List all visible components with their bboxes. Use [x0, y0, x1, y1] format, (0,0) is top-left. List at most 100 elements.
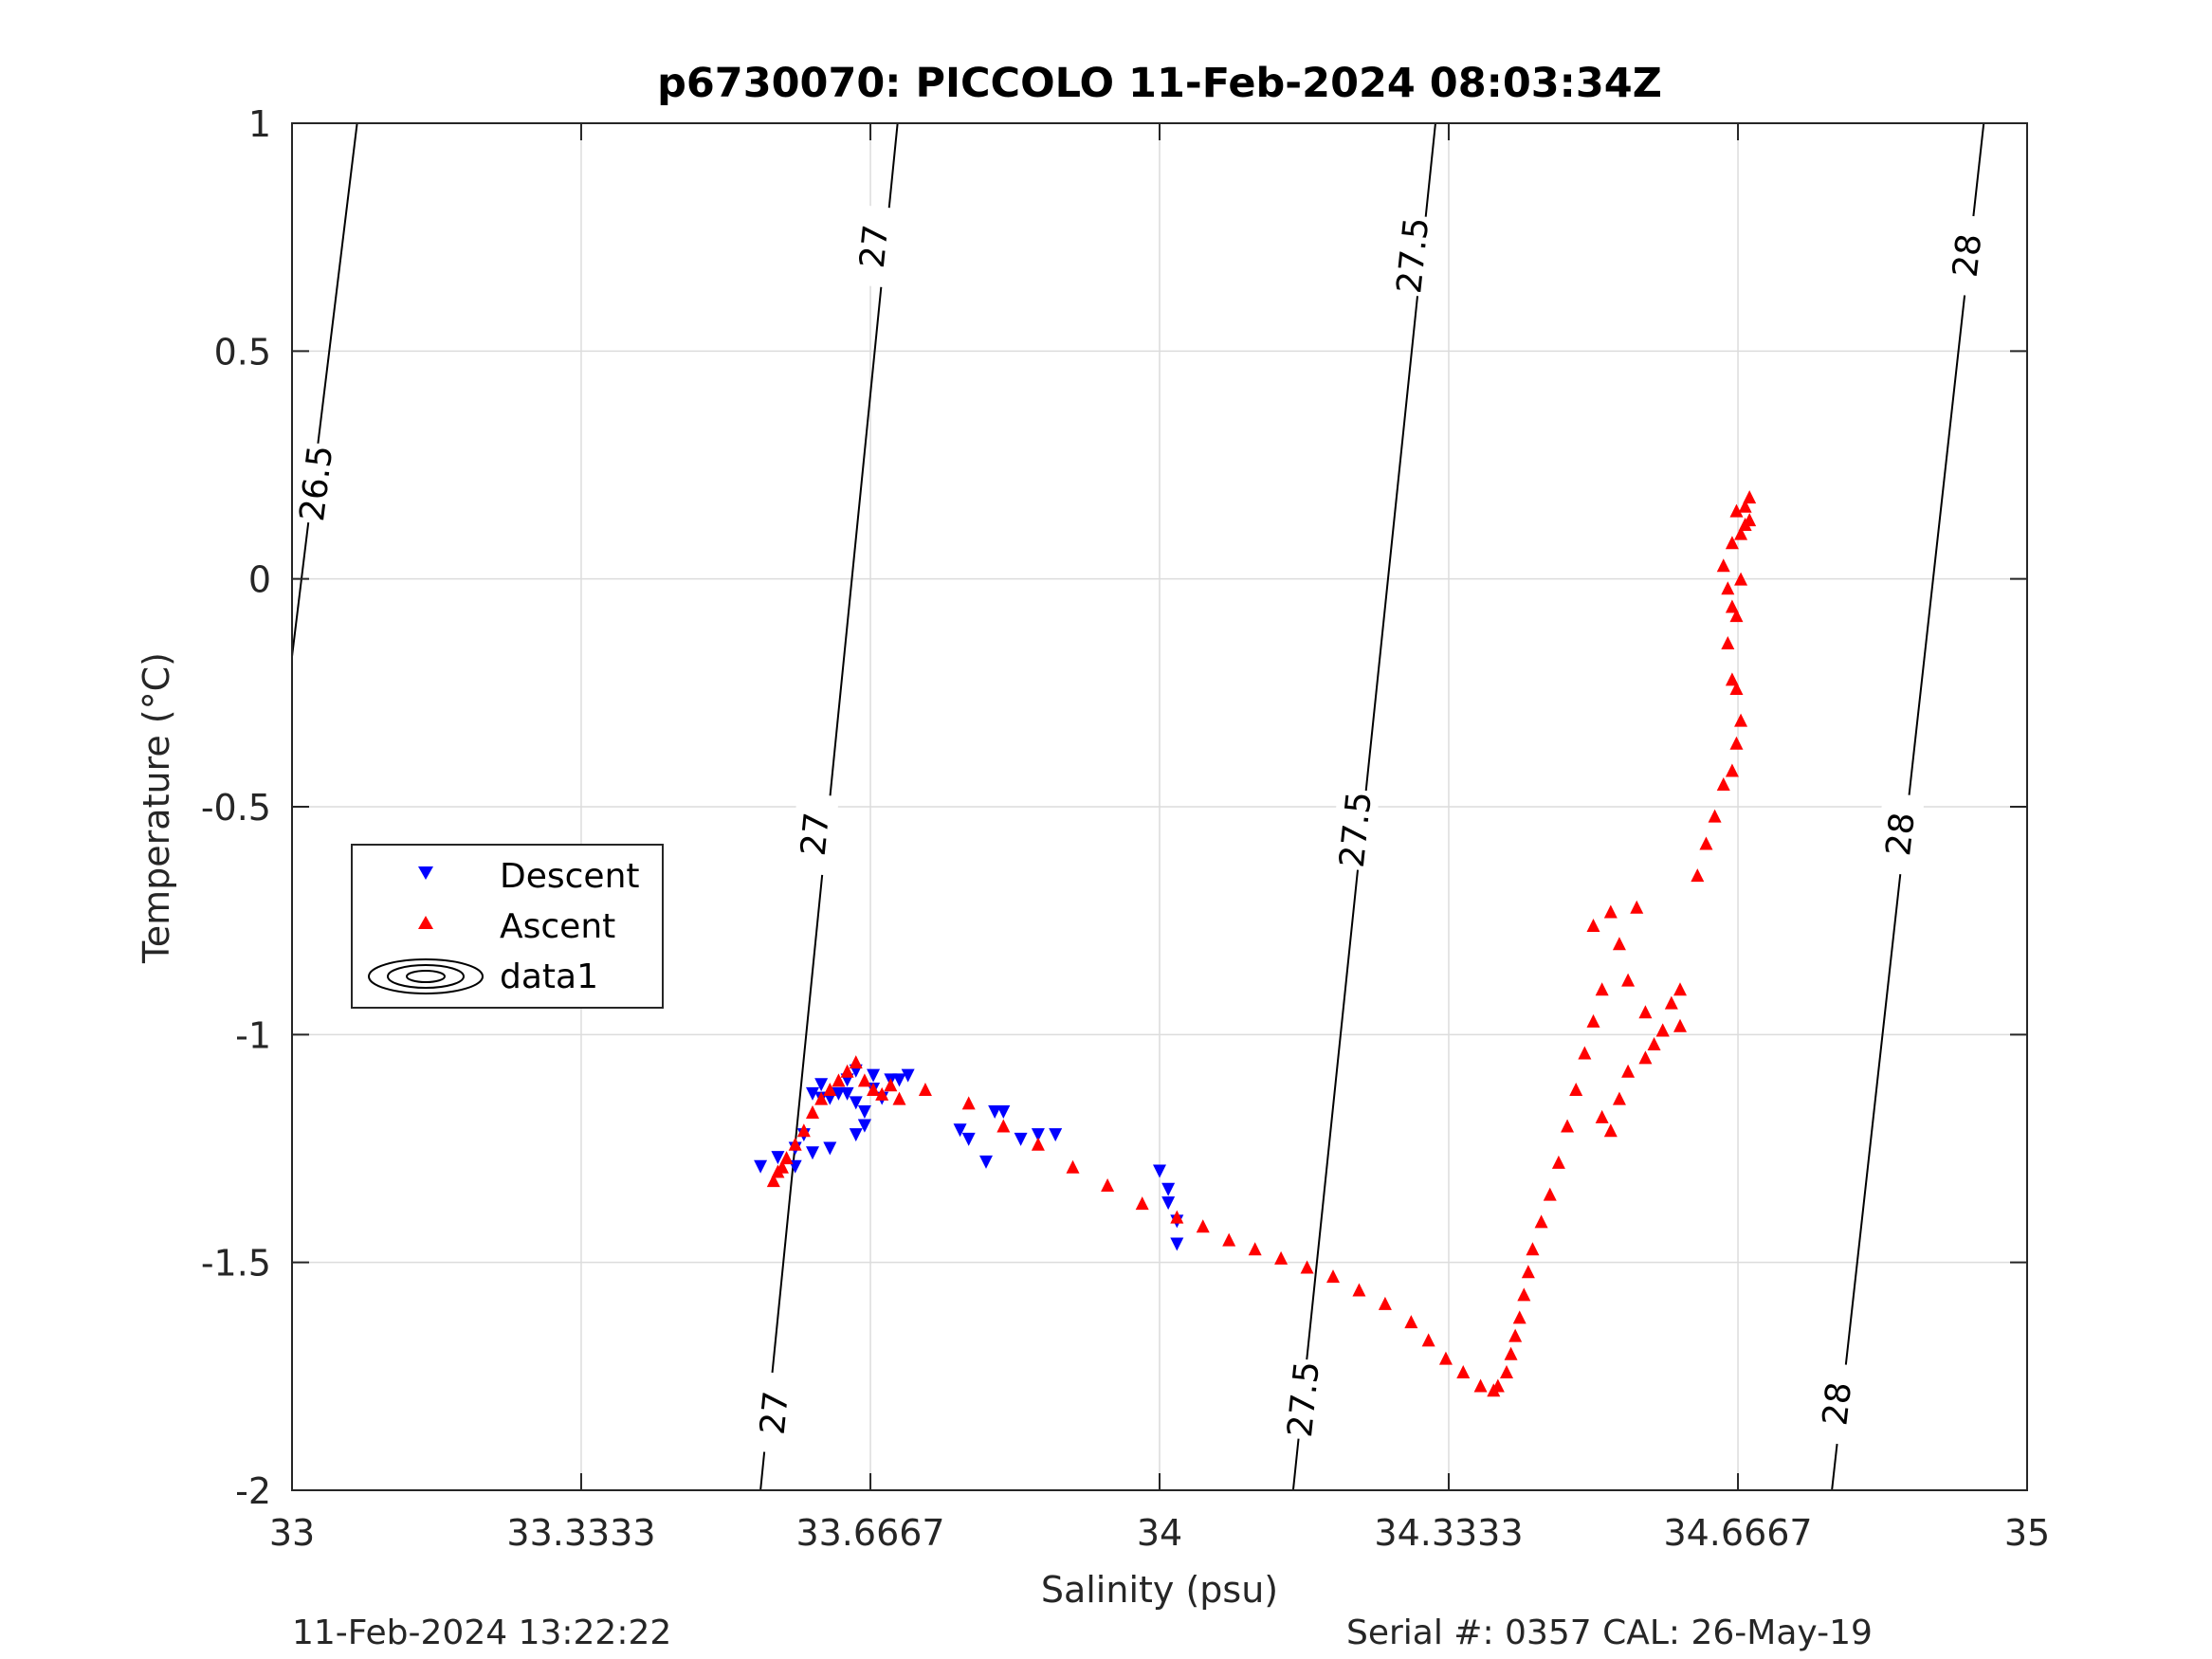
ascent-point	[1738, 499, 1752, 513]
contour-label-bg	[748, 1371, 798, 1455]
contour-label-28: 28	[1947, 232, 1990, 280]
tick-labels: 33 33.3333 33.6667 34 34.3333 34.6667 35 1 0.5 0 -…	[201, 103, 2050, 1554]
ascent-point	[1578, 1046, 1592, 1060]
ascent-point	[875, 1086, 889, 1101]
ascent-point	[788, 1137, 802, 1151]
contour-label-27: 27	[754, 1390, 796, 1437]
y-tick-label: 1	[248, 103, 271, 145]
descent-point	[901, 1068, 915, 1083]
x-axis-label: Salinity (psu)	[1041, 1569, 1278, 1611]
legend-ascent-label: Ascent	[500, 907, 615, 946]
ascent-point	[1456, 1365, 1471, 1379]
ascent-point	[1729, 609, 1744, 623]
contour-label-bg	[789, 792, 839, 876]
ascent-point	[1612, 1091, 1626, 1105]
legend-data1-label: data1	[500, 957, 598, 996]
ascent-point	[1721, 581, 1735, 595]
contour-label-bg	[848, 204, 899, 288]
contour-label-26.5: 26.5	[293, 444, 340, 524]
contour-label-bg	[1874, 792, 1925, 877]
descent-point	[1153, 1164, 1166, 1178]
ascent-point	[1738, 517, 1752, 531]
ascent-point	[1595, 1109, 1609, 1123]
ascent-point	[849, 1055, 863, 1069]
ascent-point	[1734, 526, 1748, 540]
ascent-point	[1421, 1333, 1435, 1347]
grid-lines	[292, 123, 2027, 1490]
ascent-point	[1586, 1013, 1600, 1028]
descent-point	[961, 1132, 976, 1146]
ascent-point	[867, 1083, 881, 1097]
ascent-point	[1526, 1242, 1540, 1256]
ascent-point	[1551, 1155, 1565, 1169]
ascent-point	[840, 1064, 854, 1078]
ascent-point	[1743, 490, 1757, 504]
contour-label-bg	[1277, 1357, 1328, 1441]
ascent-point	[1404, 1315, 1418, 1329]
descent-point	[953, 1123, 967, 1138]
descent-point	[1161, 1196, 1176, 1211]
contour-label-27.5: 27.5	[1390, 216, 1436, 296]
y-tick-label: -2	[235, 1470, 271, 1512]
ascent-point	[918, 1083, 932, 1097]
footer-timestamp: 11-Feb-2024 13:22:22	[292, 1613, 672, 1652]
legend-contour-marker	[368, 958, 484, 994]
legend-box	[351, 844, 664, 1009]
ascent-point	[1196, 1219, 1210, 1233]
ascent-point	[1691, 868, 1705, 883]
ascent-point	[1664, 995, 1678, 1010]
ascent-point	[1569, 1083, 1583, 1097]
ascent-point	[1300, 1260, 1314, 1274]
ascent-point	[796, 1123, 811, 1138]
ascent-point	[1500, 1365, 1513, 1379]
descent-point	[832, 1086, 846, 1101]
ascent-point	[1222, 1232, 1236, 1247]
ascent-point	[1716, 776, 1730, 791]
legend-ascent-marker	[418, 916, 433, 929]
ascent-point	[996, 1119, 1011, 1133]
descent-point	[988, 1105, 1002, 1120]
descent-point	[814, 1078, 829, 1092]
ascent-point	[1725, 672, 1739, 686]
descent-point	[849, 1096, 863, 1110]
descent-point	[806, 1146, 819, 1160]
ascent-point	[1655, 1023, 1670, 1037]
contour-label-27.5: 27.5	[1281, 1359, 1327, 1439]
ascent-point	[1031, 1137, 1045, 1151]
ascent-point	[1170, 1210, 1184, 1224]
ascent-point	[1621, 973, 1636, 987]
x-tick-label: 33	[269, 1512, 315, 1554]
descent-point	[892, 1073, 906, 1087]
ascent-point	[1586, 918, 1600, 932]
legend-descent-label: Descent	[500, 857, 640, 896]
ascent-point	[1517, 1287, 1531, 1302]
descent-point	[1170, 1237, 1184, 1251]
ascent-point	[806, 1105, 819, 1120]
ascent-point	[1248, 1242, 1262, 1256]
legend: Descent Ascent data1	[351, 844, 664, 1009]
descent-point	[823, 1141, 837, 1156]
descent-point	[1161, 1182, 1176, 1196]
chart-title: p6730070: PICCOLO 11-Feb-2024 08:03:34Z	[657, 60, 1662, 107]
contour-label-bg	[1811, 1361, 1862, 1446]
ascent-point	[779, 1151, 794, 1165]
ascent-point	[1352, 1283, 1366, 1297]
x-tick-label: 33.3333	[506, 1512, 655, 1554]
ascent-point	[1729, 503, 1744, 518]
ascent-point	[1721, 635, 1735, 649]
ascent-point	[1638, 1005, 1653, 1019]
ascent-point	[892, 1091, 906, 1105]
x-tick-label: 35	[2004, 1512, 2050, 1554]
contour-label-28: 28	[1879, 811, 1923, 858]
contour-label-bg	[1941, 213, 1992, 298]
ascent-point	[857, 1073, 871, 1087]
ascent-point	[1716, 558, 1730, 573]
ascent-point	[1630, 900, 1644, 914]
ascent-point	[1521, 1265, 1535, 1279]
descent-point	[857, 1119, 871, 1133]
footer-serial-cal: Serial #: 0357 CAL: 26-May-19	[1346, 1613, 1873, 1652]
y-tick-label: 0.5	[214, 331, 271, 373]
contour-label-27: 27	[795, 811, 837, 858]
ascent-point	[1490, 1378, 1505, 1393]
y-axis-label: Temperature (°C)	[136, 652, 177, 964]
